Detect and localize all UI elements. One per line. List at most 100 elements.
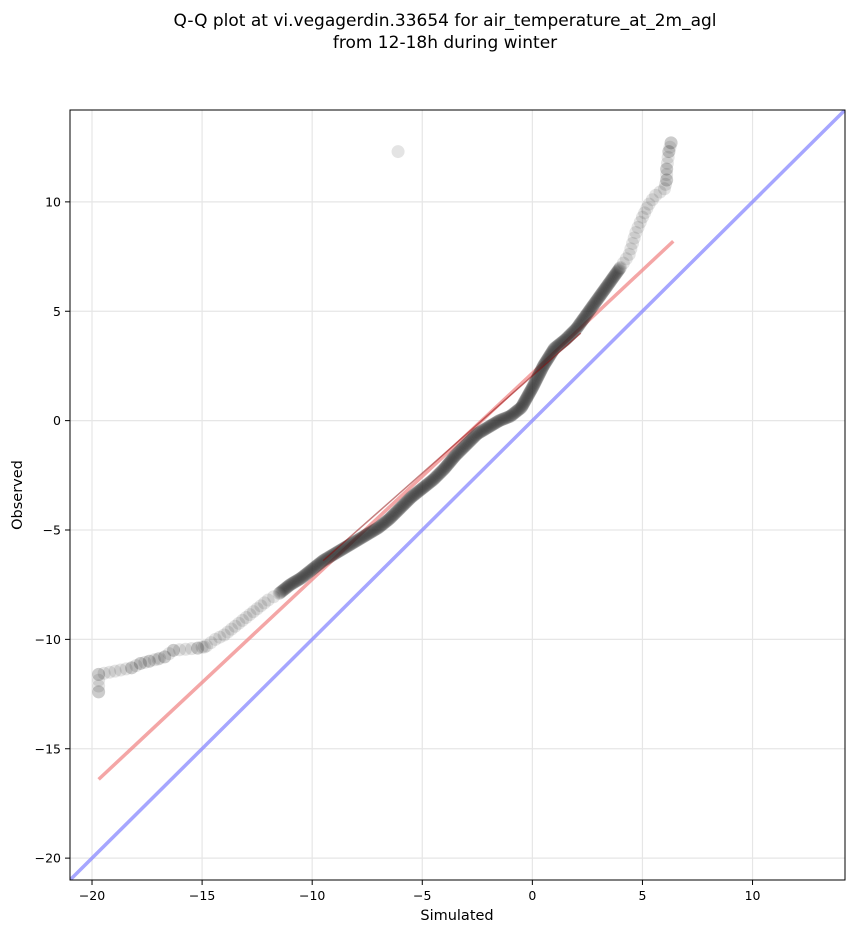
quantile-point (542, 351, 556, 365)
quantile-point (473, 425, 487, 439)
quantile-point (408, 487, 422, 501)
quantile-point (528, 376, 542, 390)
quantile-point (604, 273, 618, 287)
outlier-point (197, 640, 211, 654)
quantile-point (352, 532, 366, 546)
quantile-point (359, 528, 373, 542)
quantile-point (119, 662, 133, 676)
quantile-point (389, 505, 403, 519)
quantile-point (303, 564, 317, 578)
quantile-point (458, 439, 472, 453)
quantile-point (450, 447, 464, 461)
quantile-point (603, 275, 617, 289)
quantile-point (305, 562, 319, 576)
quantile-point (593, 289, 607, 303)
quantile-point (586, 299, 600, 313)
quantile-point (470, 427, 484, 441)
quantile-point (292, 572, 306, 586)
quantile-point (173, 643, 187, 657)
quantile-point (451, 446, 465, 459)
quantile-point (507, 407, 521, 421)
quantile-point (573, 317, 587, 331)
quantile-point (114, 663, 128, 677)
y-tick-label: −15 (35, 741, 61, 756)
quantile-point (295, 570, 309, 584)
quantile-point (523, 386, 537, 399)
quantile-point (142, 654, 156, 668)
quantile-point (325, 548, 339, 562)
quantile-point (425, 474, 439, 488)
quantile-point (482, 420, 496, 434)
quantile-point (368, 523, 382, 537)
quantile-point (488, 416, 502, 430)
quantile-point (404, 490, 418, 504)
quantile-point (398, 496, 412, 510)
quantile-point (589, 294, 603, 308)
quantile-point (553, 337, 567, 351)
x-tick-label: −5 (413, 888, 431, 903)
quantile-point (383, 511, 397, 525)
quantile-point (97, 666, 111, 680)
quantile-point (372, 520, 386, 534)
outlier-point (142, 654, 156, 668)
quantile-point (464, 433, 478, 447)
quantile-point (526, 380, 540, 394)
quantile-point (322, 550, 336, 564)
quantile-point (571, 319, 585, 333)
quantile-point (129, 659, 143, 673)
quantile-point (273, 586, 287, 600)
quantile-point (371, 521, 385, 535)
quantile-point (381, 513, 395, 527)
quantile-point (437, 463, 451, 477)
quantile-point (551, 339, 565, 353)
quantile-point (491, 414, 505, 428)
quantile-point (515, 399, 529, 413)
quantile-point (195, 640, 209, 654)
quantile-point (342, 538, 356, 552)
outlier-point (133, 656, 147, 670)
quantile-point (653, 185, 667, 199)
quantile-point (529, 373, 543, 387)
quantile-point (487, 417, 501, 431)
quantile-point (396, 498, 410, 512)
quantile-point (394, 500, 408, 514)
quantile-point (243, 608, 257, 622)
quantile-point (509, 405, 523, 419)
quantile-point (436, 463, 450, 477)
fit-line-overlap (322, 332, 582, 562)
quantile-point (267, 590, 281, 604)
quantile-point (217, 628, 231, 642)
quantile-point (503, 409, 517, 423)
quantile-point (570, 321, 584, 335)
quantile-point (125, 661, 139, 675)
quantile-point (574, 315, 588, 329)
quantile-point (565, 326, 579, 340)
quantile-point (514, 401, 528, 415)
quantile-point (486, 417, 500, 431)
quantile-point (350, 533, 364, 547)
quantile-point (429, 470, 443, 484)
quantile-point (298, 568, 312, 582)
outlier-point (660, 173, 674, 187)
quantile-point (534, 363, 548, 377)
quantile-point (664, 136, 678, 150)
quantile-point (204, 636, 218, 650)
quantile-point (490, 415, 504, 429)
quantile-point (515, 400, 529, 414)
quantile-point (443, 455, 457, 469)
quantile-point (369, 522, 383, 536)
quantile-point (588, 296, 602, 310)
quantile-point (329, 546, 343, 560)
quantile-point (586, 298, 600, 312)
quantile-point (213, 630, 227, 644)
y-tick-label: −5 (43, 523, 61, 538)
quantile-point (299, 567, 313, 581)
quantile-point (277, 582, 291, 596)
quantile-point (293, 572, 307, 586)
outlier-point (166, 643, 180, 657)
quantile-point (594, 288, 608, 302)
quantile-point (442, 456, 456, 470)
quantile-point (556, 335, 570, 349)
quantile-point (481, 420, 495, 434)
quantile-point (424, 475, 438, 489)
